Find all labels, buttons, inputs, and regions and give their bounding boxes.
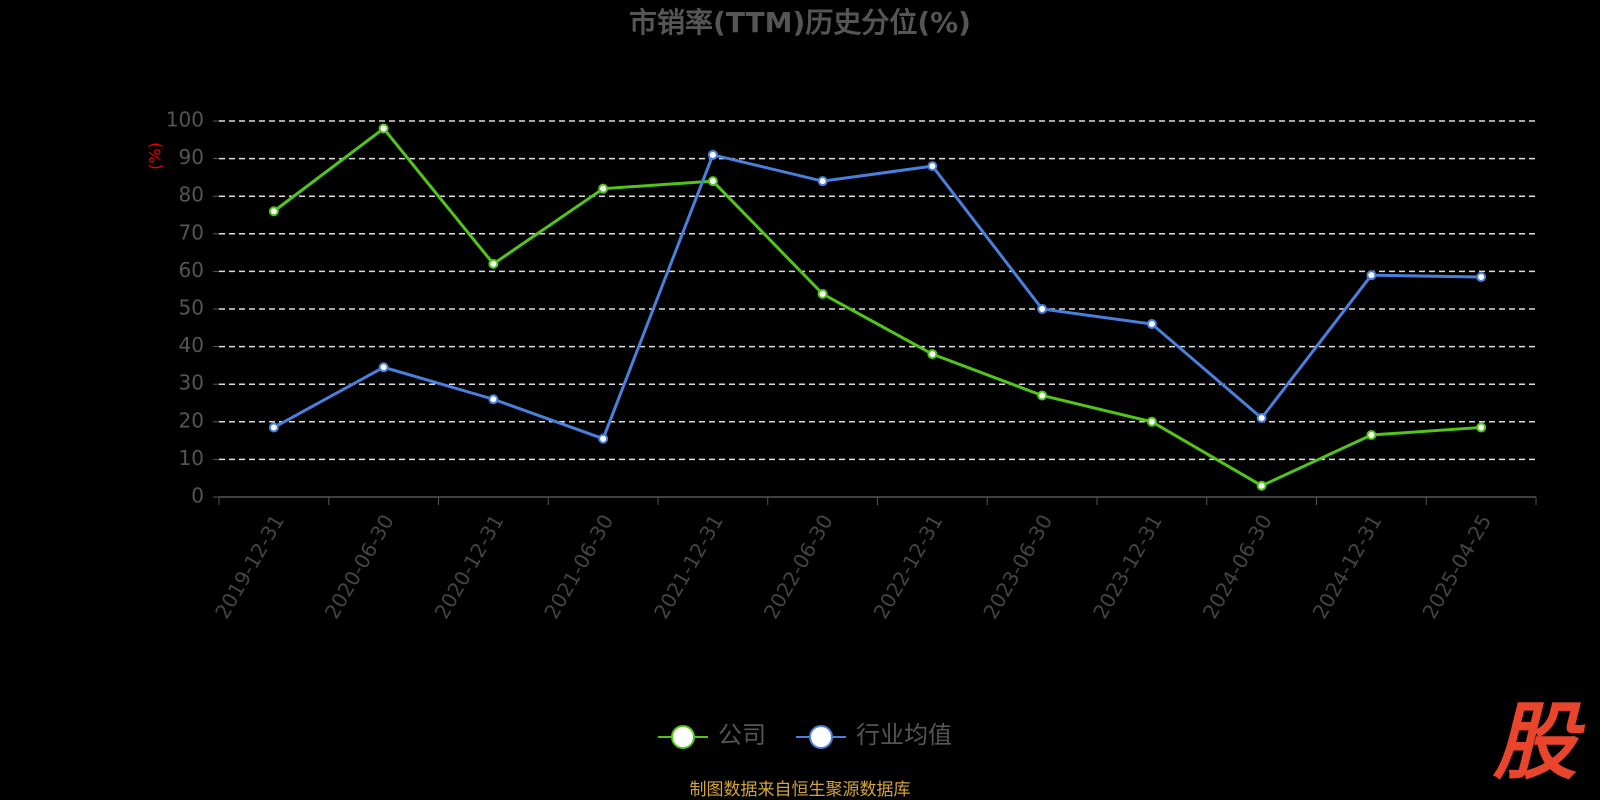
data-point xyxy=(1146,416,1157,427)
data-point xyxy=(598,433,609,444)
x-tick-label: 2019-12-31 xyxy=(210,510,289,623)
data-point xyxy=(1037,390,1048,401)
data-point xyxy=(1366,429,1377,440)
legend-marker xyxy=(809,725,833,749)
x-tick-label: 2022-06-30 xyxy=(759,510,838,623)
data-point xyxy=(817,288,828,299)
y-tick-label: 70 xyxy=(179,220,204,244)
x-tick-label: 2021-06-30 xyxy=(539,510,618,623)
data-point xyxy=(927,349,938,360)
data-point xyxy=(378,123,389,134)
x-tick-label: 2021-12-31 xyxy=(649,510,728,623)
data-point xyxy=(707,176,718,187)
legend-label: 行业均值 xyxy=(856,721,952,749)
series-line xyxy=(273,153,1482,441)
data-point xyxy=(1366,270,1377,281)
legend-label: 公司 xyxy=(718,721,766,749)
y-axis-label: (%) xyxy=(146,142,165,170)
y-tick-label: 40 xyxy=(179,333,204,357)
data-point xyxy=(927,161,938,172)
data-point xyxy=(1476,272,1487,283)
y-tick-label: 0 xyxy=(191,484,204,508)
y-tick-label: 10 xyxy=(179,446,204,470)
data-point xyxy=(268,422,279,433)
x-tick-label: 2024-12-31 xyxy=(1308,510,1387,623)
data-point xyxy=(268,206,279,217)
x-tick-label: 2020-06-30 xyxy=(320,510,399,623)
x-tick-label: 2020-12-31 xyxy=(430,510,509,623)
y-tick-label: 60 xyxy=(179,258,204,282)
data-point xyxy=(817,176,828,187)
source-note: 制图数据来自恒生聚源数据库 xyxy=(690,780,911,800)
y-tick-label: 90 xyxy=(179,145,204,169)
y-tick-label: 50 xyxy=(179,296,204,320)
data-point xyxy=(1146,319,1157,330)
data-point xyxy=(488,394,499,405)
x-tick-label: 2022-12-31 xyxy=(869,510,948,623)
data-point xyxy=(707,149,718,160)
y-tick-label: 80 xyxy=(179,183,204,207)
data-point xyxy=(598,183,609,194)
data-point xyxy=(1476,422,1487,433)
series-line xyxy=(272,126,1482,488)
data-point xyxy=(1256,480,1267,491)
y-tick-label: 20 xyxy=(179,408,204,432)
y-tick-label: 30 xyxy=(179,371,204,395)
x-tick-label: 2023-12-31 xyxy=(1088,510,1167,623)
x-tick-label: 2024-06-30 xyxy=(1198,510,1277,623)
y-tick-label: 100 xyxy=(166,108,204,132)
legend-marker xyxy=(671,725,695,749)
chart-title: 市销率(TTM)历史分位(%) xyxy=(629,6,971,39)
watermark: 股 xyxy=(1492,693,1586,791)
data-point xyxy=(1037,304,1048,314)
x-tick-label: 2023-06-30 xyxy=(978,510,1057,623)
data-point xyxy=(1256,413,1267,424)
x-tick-label: 2025-04-25 xyxy=(1417,510,1496,623)
data-point xyxy=(378,362,389,373)
data-point xyxy=(488,258,499,269)
